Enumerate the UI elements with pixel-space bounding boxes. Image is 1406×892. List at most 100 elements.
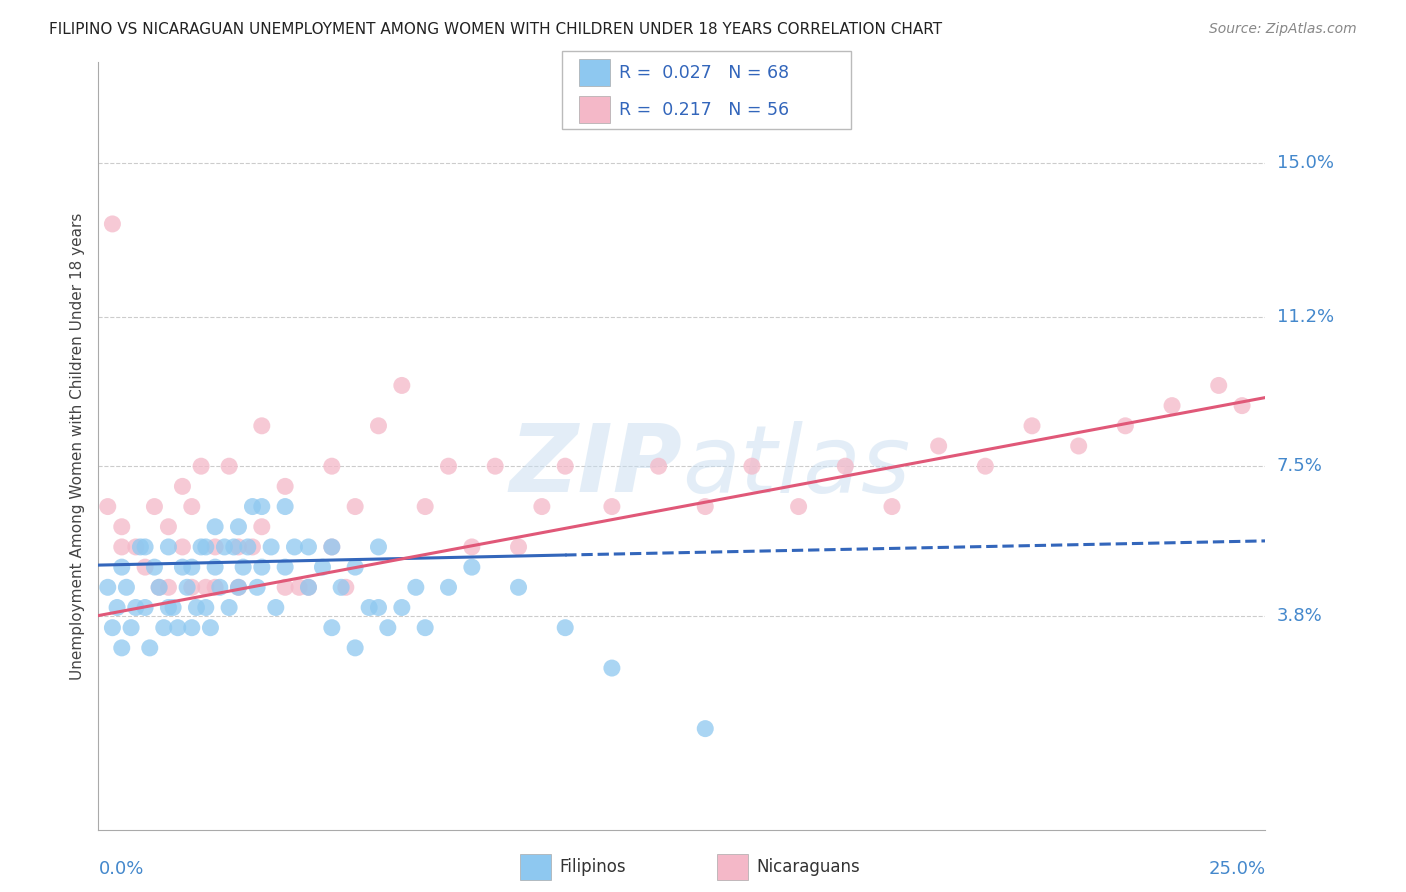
Point xyxy=(413,500,436,514)
Point xyxy=(152,621,174,635)
Point xyxy=(321,621,343,635)
Point xyxy=(111,520,134,534)
Text: 15.0%: 15.0% xyxy=(1277,154,1333,172)
Point xyxy=(1230,399,1253,413)
Point xyxy=(134,540,156,554)
Point xyxy=(172,479,194,493)
Point xyxy=(180,560,202,574)
Text: 7.5%: 7.5% xyxy=(1277,458,1323,475)
Point xyxy=(120,621,142,635)
Point xyxy=(484,459,506,474)
Point xyxy=(321,540,343,554)
Point xyxy=(204,520,226,534)
Point xyxy=(228,540,250,554)
Point xyxy=(162,600,184,615)
Point xyxy=(530,500,553,514)
Point xyxy=(461,540,484,554)
Point xyxy=(391,378,413,392)
Point xyxy=(157,520,180,534)
Point xyxy=(437,580,460,594)
Point xyxy=(250,500,273,514)
Point xyxy=(311,560,333,574)
Point xyxy=(222,540,245,554)
Point xyxy=(264,600,287,615)
Point xyxy=(180,580,202,594)
Point xyxy=(111,540,134,554)
Point xyxy=(741,459,763,474)
Text: Filipinos: Filipinos xyxy=(560,858,626,876)
Point xyxy=(600,500,623,514)
Y-axis label: Unemployment Among Women with Children Under 18 years: Unemployment Among Women with Children U… xyxy=(69,212,84,680)
Point xyxy=(172,540,194,554)
Point xyxy=(260,540,283,554)
Point xyxy=(344,560,367,574)
Text: Nicaraguans: Nicaraguans xyxy=(756,858,860,876)
Point xyxy=(600,661,623,675)
Point xyxy=(437,459,460,474)
Point xyxy=(297,580,319,594)
Point xyxy=(695,500,717,514)
Point xyxy=(647,459,669,474)
Point xyxy=(232,560,254,574)
Point xyxy=(1067,439,1090,453)
Text: R =  0.217   N = 56: R = 0.217 N = 56 xyxy=(619,101,789,119)
Point xyxy=(344,640,367,655)
Point xyxy=(101,217,124,231)
Point xyxy=(344,500,367,514)
Point xyxy=(105,600,128,615)
Point xyxy=(250,560,273,574)
Point xyxy=(172,560,194,574)
Point xyxy=(250,418,273,433)
Point xyxy=(274,479,297,493)
Text: 0.0%: 0.0% xyxy=(98,860,143,878)
Point xyxy=(148,580,170,594)
Text: 3.8%: 3.8% xyxy=(1277,607,1322,624)
Point xyxy=(391,600,413,615)
Point xyxy=(111,560,134,574)
Point xyxy=(157,600,180,615)
Point xyxy=(405,580,427,594)
Point xyxy=(143,500,166,514)
Text: 11.2%: 11.2% xyxy=(1277,308,1334,326)
Point xyxy=(180,621,202,635)
Point xyxy=(148,580,170,594)
Point xyxy=(134,560,156,574)
Point xyxy=(274,500,297,514)
Point xyxy=(194,540,217,554)
Point xyxy=(367,418,389,433)
Point xyxy=(283,540,305,554)
Text: 25.0%: 25.0% xyxy=(1208,860,1265,878)
Text: R =  0.027   N = 68: R = 0.027 N = 68 xyxy=(619,64,789,82)
Point xyxy=(111,640,134,655)
Point xyxy=(377,621,399,635)
Point xyxy=(97,580,120,594)
Point xyxy=(242,540,264,554)
Point xyxy=(176,580,198,594)
Point xyxy=(508,580,530,594)
Point xyxy=(246,580,269,594)
Point xyxy=(1114,418,1136,433)
Point xyxy=(274,560,297,574)
Point xyxy=(180,500,202,514)
Point xyxy=(143,560,166,574)
Point xyxy=(129,540,152,554)
Point xyxy=(125,600,148,615)
Point xyxy=(236,540,259,554)
Point xyxy=(880,500,903,514)
Point xyxy=(321,540,343,554)
Point xyxy=(330,580,353,594)
Point xyxy=(125,540,148,554)
Point xyxy=(834,459,856,474)
Point xyxy=(367,540,389,554)
Point xyxy=(974,459,997,474)
Text: atlas: atlas xyxy=(682,421,910,512)
Point xyxy=(554,459,576,474)
Point xyxy=(134,600,156,615)
Point xyxy=(228,520,250,534)
Point xyxy=(250,520,273,534)
Point xyxy=(1021,418,1043,433)
Point xyxy=(157,540,180,554)
Point xyxy=(1208,378,1230,392)
Point xyxy=(413,621,436,635)
Point xyxy=(297,580,319,594)
